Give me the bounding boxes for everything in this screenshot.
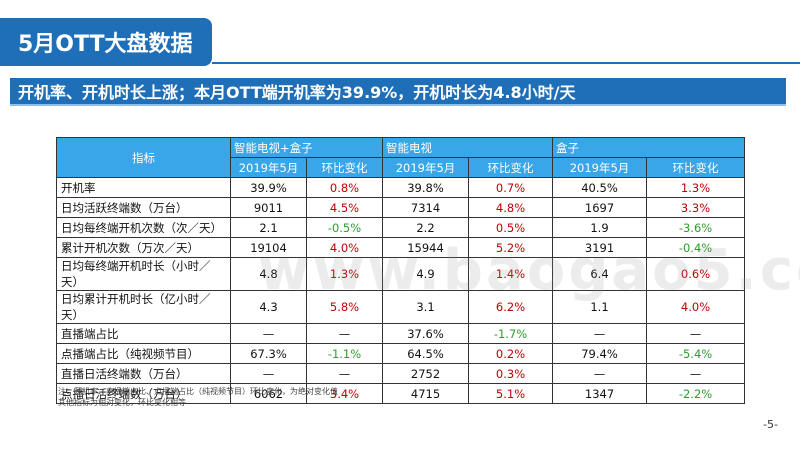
row-label: 日均每终端开机次数（次／天）	[56, 217, 231, 238]
value-cell: 2.1	[230, 217, 307, 238]
change-cell: 0.7%	[468, 177, 554, 198]
value-cell: 79.4%	[552, 343, 648, 364]
subheader-period: 2019年5月	[230, 157, 307, 178]
change-cell: 1.3%	[646, 177, 746, 198]
change-cell: -0.5%	[305, 217, 384, 238]
value-cell: —	[552, 323, 648, 344]
value-cell: 4.3	[230, 290, 307, 324]
value-cell: —	[552, 363, 648, 384]
subheader-change: 环比变化	[646, 157, 746, 178]
value-cell: 39.9%	[230, 177, 307, 198]
value-cell: —	[230, 363, 307, 384]
change-cell: -3.6%	[646, 217, 746, 238]
change-cell: 0.8%	[305, 177, 384, 198]
change-cell: 0.5%	[468, 217, 554, 238]
subtitle: 开机率、开机时长上涨；本月OTT端开机率为39.9%，开机时长为4.8小时/天	[18, 83, 576, 102]
change-cell: -5.4%	[646, 343, 746, 364]
subheader-change: 环比变化	[468, 157, 554, 178]
change-cell: —	[646, 323, 746, 344]
footnote: 注：开机率、直播端占比、点播端占比（纯视频节目）环比变化，为绝对变化值 其他指标…	[58, 386, 458, 408]
footnote-line: 注：开机率、直播端占比、点播端占比（纯视频节目）环比变化，为绝对变化值	[58, 387, 338, 396]
change-cell: 5.8%	[305, 290, 384, 324]
change-cell: 5.2%	[468, 237, 554, 258]
value-cell: 2.2	[382, 217, 470, 238]
change-cell: 4.5%	[305, 197, 384, 218]
value-cell: —	[230, 323, 307, 344]
page-title: 5月OTT大盘数据	[18, 32, 193, 57]
change-cell: 0.6%	[646, 257, 746, 291]
table-row: 开机率 39.9% 0.8% 39.8% 0.7% 40.5% 1.3%	[56, 177, 746, 198]
value-cell: 1.9	[552, 217, 648, 238]
value-cell: 7314	[382, 197, 470, 218]
row-label: 点播日活终端数（万台）	[56, 383, 231, 404]
table-row: 点播端占比（纯视频节目） 67.3% -1.1% 64.5% 0.2% 79.4% -5.4…	[56, 343, 746, 364]
value-cell: 6.4	[552, 257, 648, 291]
change-cell: —	[646, 363, 746, 384]
footnote-line: 其他指标为相对变化，环比变化相等	[58, 398, 186, 407]
value-cell: 15944	[382, 237, 470, 258]
subheader-period: 2019年5月	[382, 157, 470, 178]
value-cell: 3191	[552, 237, 648, 258]
table-row: 点播日活终端数（万台） 6062 3.4% 4715 5.1% 1347 -2.2%	[56, 383, 746, 404]
change-cell: 0.2%	[468, 343, 554, 364]
value-cell: 64.5%	[382, 343, 470, 364]
table-row: 累计开机次数（万次／天） 19104 4.0% 15944 5.2% 3191 -0.4%	[56, 237, 746, 258]
row-label: 日均活跃终端数（万台）	[56, 197, 231, 218]
subheader-change: 环比变化	[305, 157, 384, 178]
value-cell: 9011	[230, 197, 307, 218]
header-indicator: 指标	[56, 137, 231, 178]
row-label: 开机率	[56, 177, 231, 198]
page-title-box: 5月OTT大盘数据	[0, 18, 212, 66]
change-cell: -2.2%	[646, 383, 746, 404]
row-label: 直播端占比	[56, 323, 231, 344]
row-label: 点播端占比（纯视频节目）	[56, 343, 231, 364]
value-cell: 1697	[552, 197, 648, 218]
row-label: 直播日活终端数（万台）	[56, 363, 231, 384]
table-row: 直播端占比 — —37.6% -1.7% — —	[56, 323, 746, 344]
change-cell: 1.4%	[468, 257, 554, 291]
subtitle-bar: 开机率、开机时长上涨；本月OTT端开机率为39.9%，开机时长为4.8小时/天	[10, 78, 786, 106]
change-cell: 0.3%	[468, 363, 554, 384]
change-cell: 4.0%	[646, 290, 746, 324]
value-cell: 4715	[382, 383, 470, 404]
change-cell: 5.1%	[468, 383, 554, 404]
title-underline	[212, 62, 800, 64]
row-label: 累计开机次数（万次／天）	[56, 237, 231, 258]
change-cell: -0.4%	[646, 237, 746, 258]
value-cell: 4.9	[382, 257, 470, 291]
header-group-tv-box: 智能电视+盒子	[229, 137, 384, 158]
value-cell: 19104	[230, 237, 307, 258]
value-cell: 40.5%	[552, 177, 648, 198]
change-cell: -1.7%	[468, 323, 554, 344]
subheader-period: 2019年5月	[552, 157, 648, 178]
table-row: 日均每终端开机次数（次／天） 2.1 -0.5% 2.2 0.5% 1.9 -3.6%	[56, 217, 746, 238]
change-cell: 4.8%	[468, 197, 554, 218]
ott-data-table: 指标 智能电视+盒子 智能电视 盒子 2019年5月 环比变化 2019年5月 …	[56, 137, 746, 404]
value-cell: 67.3%	[230, 343, 307, 364]
row-label: 日均累计开机时长（亿小时／天）	[56, 290, 231, 324]
table-row: 直播日活终端数（万台） — —2752 0.3% — —	[56, 363, 746, 384]
change-cell: 4.0%	[305, 237, 384, 258]
page-number: -5-	[763, 418, 778, 431]
change-cell: -1.1%	[305, 343, 384, 364]
table-row: 日均累计开机时长（亿小时／天） 4.3 5.8% 3.1 6.2% 1.1 4.0%	[56, 290, 746, 324]
change-cell: 6.2%	[468, 290, 554, 324]
change-cell: —	[305, 363, 384, 384]
change-cell: 3.4%	[305, 383, 384, 404]
change-cell: —	[305, 323, 384, 344]
table-row: 日均每终端开机时长（小时／天） 4.8 1.3% 4.9 1.4% 6.4 0.6%	[56, 257, 746, 291]
change-cell: 1.3%	[305, 257, 384, 291]
table-row: 日均活跃终端数（万台） 9011 4.5% 7314 4.8% 1697 3.3%	[56, 197, 746, 218]
value-cell: 4.8	[230, 257, 307, 291]
header-group-tv: 智能电视	[382, 137, 554, 158]
header-group-box: 盒子	[552, 137, 746, 158]
value-cell: 3.1	[382, 290, 470, 324]
value-cell: 37.6%	[382, 323, 470, 344]
value-cell: 1.1	[552, 290, 648, 324]
value-cell: 39.8%	[382, 177, 470, 198]
row-label: 日均每终端开机时长（小时／天）	[56, 257, 231, 291]
value-cell: 2752	[382, 363, 470, 384]
change-cell: 3.3%	[646, 197, 746, 218]
value-cell: 1347	[552, 383, 648, 404]
